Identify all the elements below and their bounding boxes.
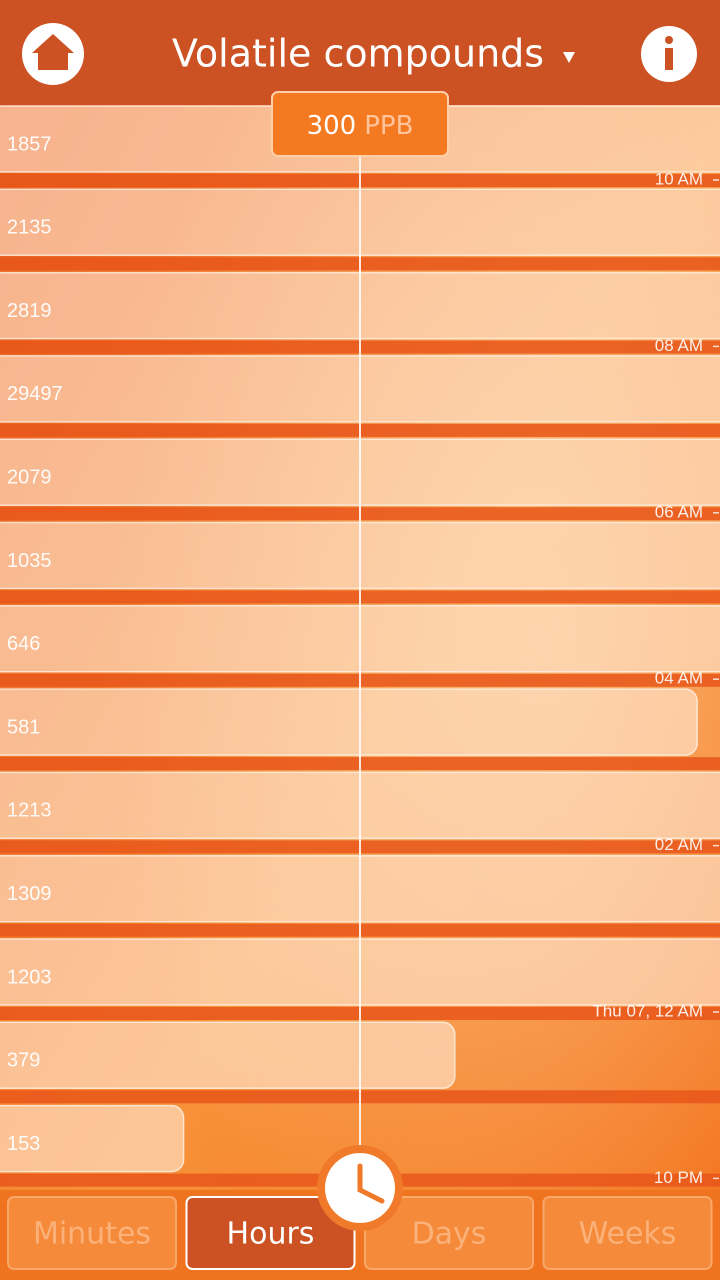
time-label: 02 AM [655, 835, 703, 854]
time-label: Thu 07, 12 AM [592, 1001, 703, 1020]
tabs: Minutes Hours Days Weeks [7, 1196, 713, 1270]
row-value-label: 153 [7, 1133, 40, 1155]
tab[interactable] [185, 1196, 356, 1270]
row-value-label: 2135 [7, 217, 52, 239]
tab-label[interactable]: Minutes [33, 1217, 151, 1252]
threshold-badge: 300 PPB [271, 91, 449, 157]
value-bar [0, 1104, 185, 1173]
time-label: 04 AM [655, 669, 703, 688]
threshold-value: 300 [307, 111, 357, 141]
row-value-label: 2819 [7, 300, 52, 322]
tab[interactable] [542, 1196, 713, 1270]
row-value-label: 581 [7, 716, 40, 738]
tab-label[interactable]: Weeks [579, 1217, 677, 1252]
clock-button[interactable] [317, 1145, 403, 1231]
row-value-label: 1203 [7, 966, 52, 988]
home-button[interactable] [22, 23, 84, 85]
threshold-unit: PPB [364, 111, 413, 141]
time-label: 10 PM [654, 1168, 703, 1187]
info-button[interactable] [641, 26, 697, 82]
tab-label[interactable]: Days [412, 1217, 487, 1252]
tab[interactable] [364, 1196, 534, 1270]
tab-label[interactable]: Hours [227, 1217, 315, 1252]
row-value-label: 379 [7, 1050, 40, 1072]
value-bar [0, 1021, 456, 1090]
row-value-label: 1035 [7, 550, 52, 572]
dropdown-arrow[interactable] [563, 52, 575, 63]
time-label: 08 AM [655, 336, 703, 355]
tab[interactable] [7, 1196, 177, 1270]
value-bar [0, 688, 698, 756]
row-value-label: 646 [7, 633, 40, 655]
row-value-label: 29497 [7, 383, 63, 405]
time-label: 10 AM [655, 169, 703, 188]
row-value-label: 1857 [7, 133, 52, 155]
time-label: 06 AM [655, 502, 703, 521]
header-title[interactable]: Volatile compounds [172, 32, 544, 76]
row-value-label: 2079 [7, 466, 52, 488]
threshold-label: 300 PPB [307, 111, 414, 141]
row-value-label: 1213 [7, 800, 52, 822]
time-axis: 10 AM 08 AM 06 AM 04 AM 02 AM Thu 07, 12 AM 10… [592, 169, 719, 1187]
header-bar [0, 0, 720, 105]
row-value-label: 1309 [7, 883, 52, 905]
